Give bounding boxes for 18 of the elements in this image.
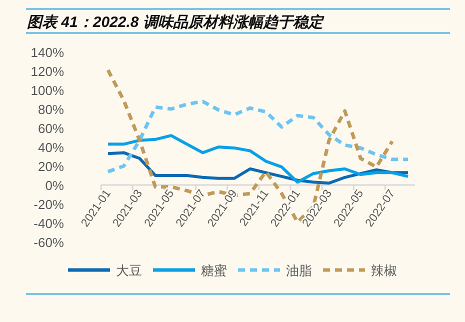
legend-label: 辣椒 [371, 263, 397, 278]
y-tick-label: 140% [30, 45, 64, 60]
y-tick-label: 0% [45, 178, 64, 193]
y-tick-label: 40% [38, 140, 64, 155]
chart-title: 图表 41：2022.8 调味品原材料涨幅趋于稳定 [27, 13, 325, 31]
y-tick-label: -20% [34, 197, 64, 212]
line-series [106, 134, 410, 184]
line-series [106, 100, 410, 174]
y-tick-label: -40% [34, 216, 64, 231]
y-tick-label: 80% [38, 102, 64, 117]
y-tick-label: 100% [30, 83, 64, 98]
y-tick-label: -60% [34, 235, 64, 250]
y-tick-label: 20% [38, 159, 64, 174]
legend-label: 油脂 [286, 263, 312, 278]
legend-label: 糖蜜 [201, 263, 227, 278]
y-tick-label: 120% [30, 64, 64, 79]
legend-label: 大豆 [116, 263, 142, 278]
y-tick-label: 60% [38, 121, 64, 136]
